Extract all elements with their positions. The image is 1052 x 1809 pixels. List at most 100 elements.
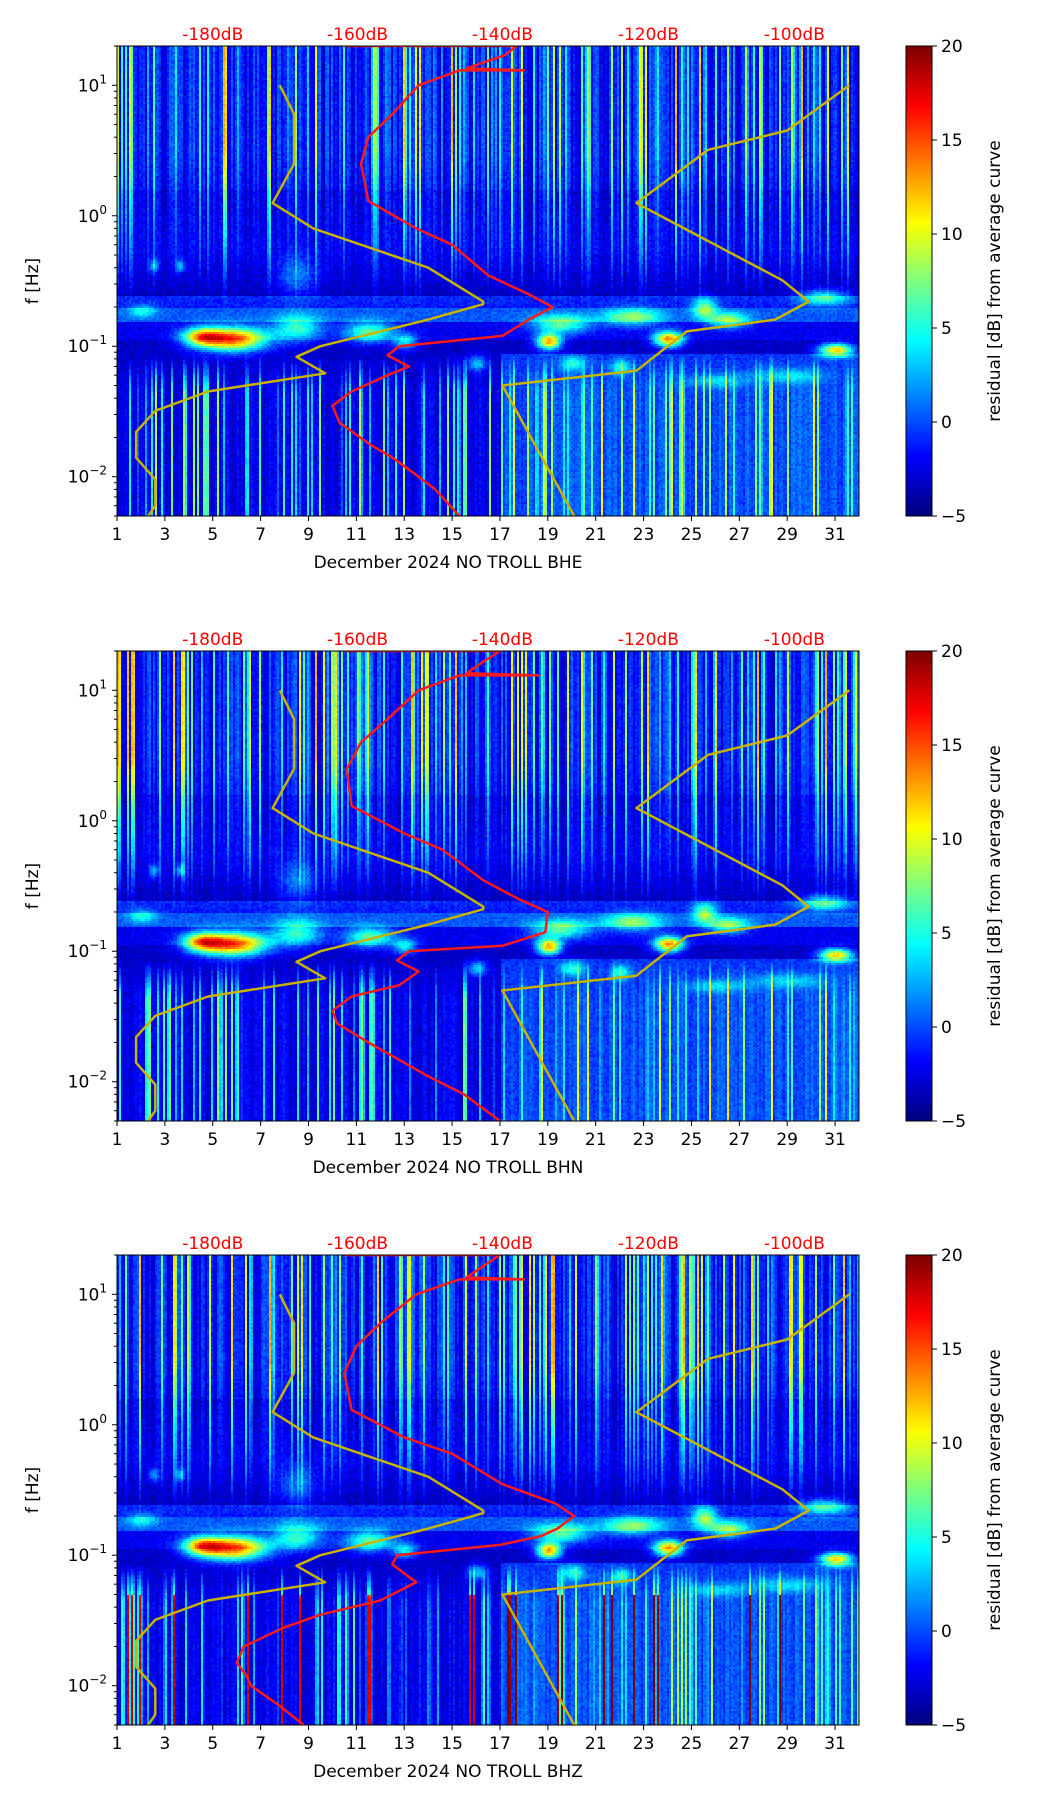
colorbar-tick-label: 5 bbox=[941, 319, 952, 339]
colorbar-tick-label: 20 bbox=[941, 37, 963, 57]
x-tick-label: 23 bbox=[633, 1734, 655, 1754]
y-tick-label: 100 bbox=[78, 203, 107, 227]
x-tick-label: 29 bbox=[776, 1734, 798, 1754]
x-tick-label: 3 bbox=[159, 1130, 170, 1150]
x-tick-label: 17 bbox=[489, 525, 511, 545]
x-tick-label: 27 bbox=[729, 525, 751, 545]
x-tick-label: 29 bbox=[776, 525, 798, 545]
x-tick-label: 25 bbox=[681, 1130, 703, 1150]
curves bbox=[134, 1255, 851, 1725]
x-tick-label: 9 bbox=[303, 1130, 314, 1150]
x-tick-label: 17 bbox=[489, 1734, 511, 1754]
x-axis-label: December 2024 NO TROLL BHE bbox=[314, 553, 583, 573]
colorbar-label: residual [dB] from average curve bbox=[985, 745, 1005, 1026]
curves bbox=[134, 651, 851, 1121]
top-db-label: -120dB bbox=[618, 630, 679, 650]
x-axis-label: December 2024 NO TROLL BHN bbox=[313, 1158, 584, 1178]
x-tick-label: 5 bbox=[207, 1130, 218, 1150]
x-tick-label: 15 bbox=[441, 1734, 463, 1754]
nlnm-curve bbox=[134, 1293, 485, 1725]
x-tick-label: 23 bbox=[633, 1130, 655, 1150]
y-axis-label: f [Hz] bbox=[23, 1467, 43, 1513]
y-tick-label: 101 bbox=[78, 72, 107, 96]
x-tick-label: 25 bbox=[681, 525, 703, 545]
top-db-label: -160dB bbox=[327, 630, 388, 650]
colorbar-tick-label: 5 bbox=[941, 924, 952, 944]
nhnm-curve bbox=[501, 84, 851, 516]
x-tick-label: 31 bbox=[824, 525, 846, 545]
top-db-label: -160dB bbox=[327, 1234, 388, 1254]
colorbar bbox=[906, 1255, 932, 1725]
axes-overlay: 1 3 5 7 9 11 13 15 17 19 21 23 25 27 29 3110−210−110010… bbox=[23, 630, 1005, 1178]
x-tick-label: 11 bbox=[346, 525, 368, 545]
median-psd-curve bbox=[331, 46, 554, 516]
top-db-label: -140dB bbox=[472, 630, 533, 650]
top-db-label: -180dB bbox=[182, 630, 243, 650]
y-tick-label: 10−2 bbox=[68, 1069, 107, 1093]
top-db-label: -120dB bbox=[618, 25, 679, 45]
y-axis-label: f [Hz] bbox=[23, 863, 43, 909]
x-tick-label: 1 bbox=[112, 1734, 123, 1754]
colorbar-tick-label: 15 bbox=[941, 1340, 963, 1360]
x-tick-label: 31 bbox=[824, 1130, 846, 1150]
top-db-label: -140dB bbox=[472, 1234, 533, 1254]
x-tick-label: 25 bbox=[681, 1734, 703, 1754]
y-tick-label: 100 bbox=[78, 1412, 107, 1436]
colorbar-tick-label: 10 bbox=[941, 225, 963, 245]
top-db-label: -120dB bbox=[618, 1234, 679, 1254]
x-tick-label: 5 bbox=[207, 525, 218, 545]
colorbar-frame bbox=[905, 45, 933, 517]
colorbar-label: residual [dB] from average curve bbox=[985, 1349, 1005, 1630]
y-tick-label: 10−1 bbox=[68, 938, 107, 962]
spectrogram-panel-3: 1 3 5 7 9 11 13 15 17 19 21 23 25 27 29 31 10−2 10−1 100 10… bbox=[0, 1209, 1052, 1809]
top-db-label: -180dB bbox=[182, 25, 243, 45]
x-tick-label: 15 bbox=[441, 525, 463, 545]
top-db-label: -100dB bbox=[764, 1234, 825, 1254]
median-psd-curve bbox=[331, 651, 550, 1121]
nlnm-curve bbox=[134, 689, 485, 1121]
colorbar-tick-label: 5 bbox=[941, 1528, 952, 1548]
x-tick-label: 17 bbox=[489, 1130, 511, 1150]
colorbar-tick-label: 0 bbox=[941, 413, 952, 433]
axes-overlay: 1 3 5 7 9 11 13 15 17 19 21 23 25 27 29 3110−210−110010… bbox=[23, 1234, 1005, 1782]
spectrogram-heatmap bbox=[117, 46, 859, 516]
x-tick-label: 19 bbox=[537, 525, 559, 545]
x-tick-label: 7 bbox=[255, 1130, 266, 1150]
y-axis-label: f [Hz] bbox=[23, 258, 43, 304]
nhnm-curve bbox=[501, 689, 851, 1121]
colorbar-tick-label: 0 bbox=[941, 1622, 952, 1642]
x-tick-label: 9 bbox=[303, 525, 314, 545]
x-tick-label: 1 bbox=[112, 525, 123, 545]
x-tick-label: 13 bbox=[393, 1130, 415, 1150]
x-tick-label: 13 bbox=[393, 1734, 415, 1754]
axes-overlay: 1 3 5 7 9 11 13 15 17 19 21 23 25 27 29 3110−210−110010… bbox=[23, 25, 1005, 573]
colorbar-tick-label: 20 bbox=[941, 1246, 963, 1266]
curves bbox=[134, 46, 851, 516]
x-tick-label: 5 bbox=[207, 1734, 218, 1754]
x-tick-label: 21 bbox=[585, 1734, 607, 1754]
colorbar-label: residual [dB] from average curve bbox=[985, 140, 1005, 421]
nlnm-curve bbox=[134, 84, 485, 516]
y-tick-label: 10−2 bbox=[68, 1673, 107, 1697]
median-psd-curve bbox=[235, 1255, 576, 1725]
x-tick-label: 23 bbox=[633, 525, 655, 545]
x-tick-label: 13 bbox=[393, 525, 415, 545]
x-tick-label: 9 bbox=[303, 1734, 314, 1754]
top-db-label: -100dB bbox=[764, 630, 825, 650]
x-tick-label: 21 bbox=[585, 1130, 607, 1150]
top-db-label: -100dB bbox=[764, 25, 825, 45]
spectrogram-panel-1: 1 3 5 7 9 11 13 15 17 19 21 23 25 27 29 31 10−2 10−1 100 10… bbox=[0, 0, 1052, 600]
top-db-label: -140dB bbox=[472, 25, 533, 45]
x-tick-label: 27 bbox=[729, 1130, 751, 1150]
colorbar-tick-label: 10 bbox=[941, 830, 963, 850]
x-tick-label: 29 bbox=[776, 1130, 798, 1150]
x-tick-label: 3 bbox=[159, 525, 170, 545]
x-tick-label: 15 bbox=[441, 1130, 463, 1150]
axes-frame bbox=[116, 650, 860, 1122]
colorbar-tick-label: 10 bbox=[941, 1434, 963, 1454]
spectrogram-heatmap bbox=[117, 1255, 859, 1725]
spectrogram-heatmap bbox=[117, 651, 859, 1121]
spectrogram-panel-2: 1 3 5 7 9 11 13 15 17 19 21 23 25 27 29 31 10−2 10−1 100 10… bbox=[0, 605, 1052, 1205]
top-db-label: -160dB bbox=[327, 25, 388, 45]
y-tick-label: 10−1 bbox=[68, 333, 107, 357]
